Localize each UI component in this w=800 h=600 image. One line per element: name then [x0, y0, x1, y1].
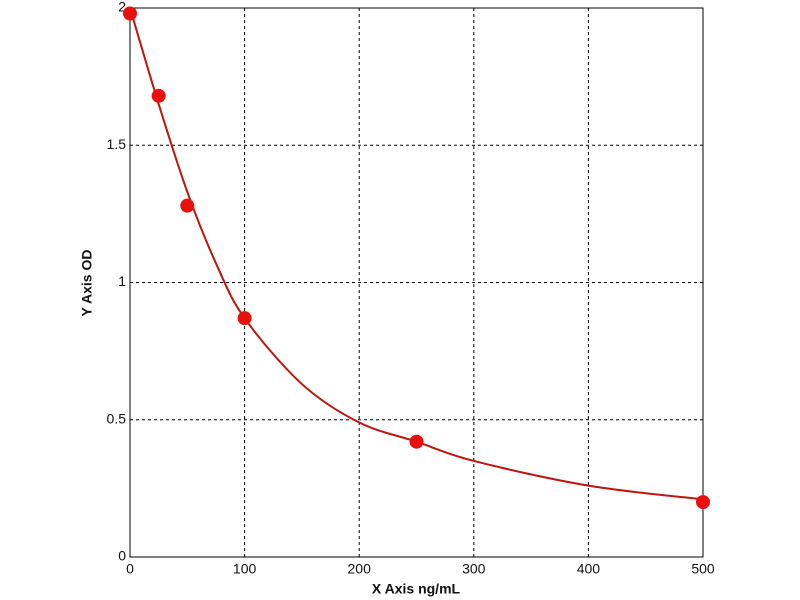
x-tick-label: 300	[462, 561, 486, 577]
data-point	[696, 495, 710, 510]
x-tick-label: 200	[348, 561, 372, 577]
y-axis-label: Y Axis OD	[79, 250, 95, 317]
data-point	[237, 311, 252, 326]
x-tick-label: 400	[577, 561, 601, 577]
fit-curve	[129, 7, 704, 501]
data-point	[180, 198, 195, 213]
data-point	[151, 88, 166, 103]
x-tick-label: 0	[126, 561, 134, 577]
x-tick-label: 100	[233, 561, 257, 577]
data-point	[409, 434, 424, 449]
x-tick-label: 500	[691, 561, 715, 577]
y-tick-label: 0	[118, 548, 126, 564]
x-axis-label: X Axis ng/mL	[372, 581, 461, 597]
plot-border	[129, 7, 704, 558]
y-tick-label: 1.5	[107, 136, 127, 152]
data-point	[123, 6, 137, 21]
y-tick-label: 2	[118, 0, 126, 15]
y-tick-label: 0.5	[107, 410, 127, 426]
y-tick-label: 1	[118, 273, 126, 289]
